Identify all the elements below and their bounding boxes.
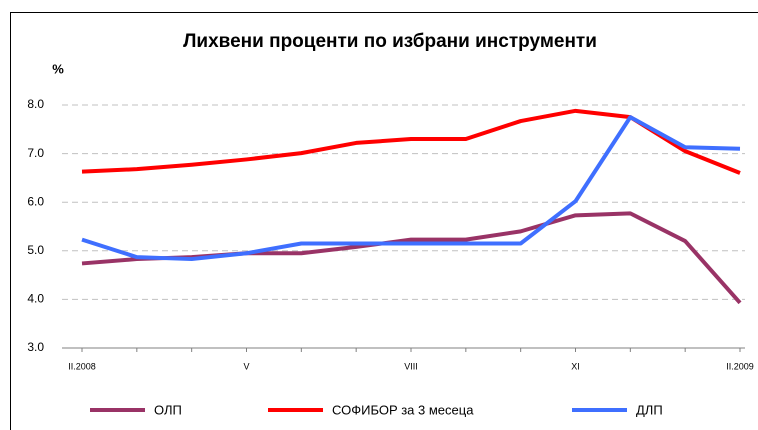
frame bbox=[10, 12, 758, 430]
y-tick-label: 4.0 bbox=[27, 292, 44, 306]
x-tick-label: XI bbox=[571, 361, 580, 371]
y-tick-label: 6.0 bbox=[27, 194, 44, 208]
y-tick-label: 5.0 bbox=[27, 243, 44, 257]
y-tick-label: 3.0 bbox=[27, 340, 44, 354]
line bbox=[81, 115, 741, 262]
line bbox=[81, 108, 741, 175]
y-tick-label: 7.0 bbox=[27, 146, 44, 160]
y-tick-label: 8.0 bbox=[27, 97, 44, 111]
x-tick-label: VIII bbox=[404, 361, 418, 371]
chart-title: Лихвени проценти по избрани инструменти bbox=[183, 31, 597, 52]
legend-label: ДЛП bbox=[636, 402, 663, 417]
y-axis-label: % bbox=[52, 61, 64, 76]
x-tick-label: II.2009 bbox=[726, 361, 754, 371]
x-tick-label: II.2008 bbox=[68, 361, 96, 371]
x-tick-label: V bbox=[243, 361, 249, 371]
legend-label: ОЛП bbox=[154, 402, 182, 417]
legend-label: СОФИБОР за 3 месеца bbox=[332, 402, 474, 417]
